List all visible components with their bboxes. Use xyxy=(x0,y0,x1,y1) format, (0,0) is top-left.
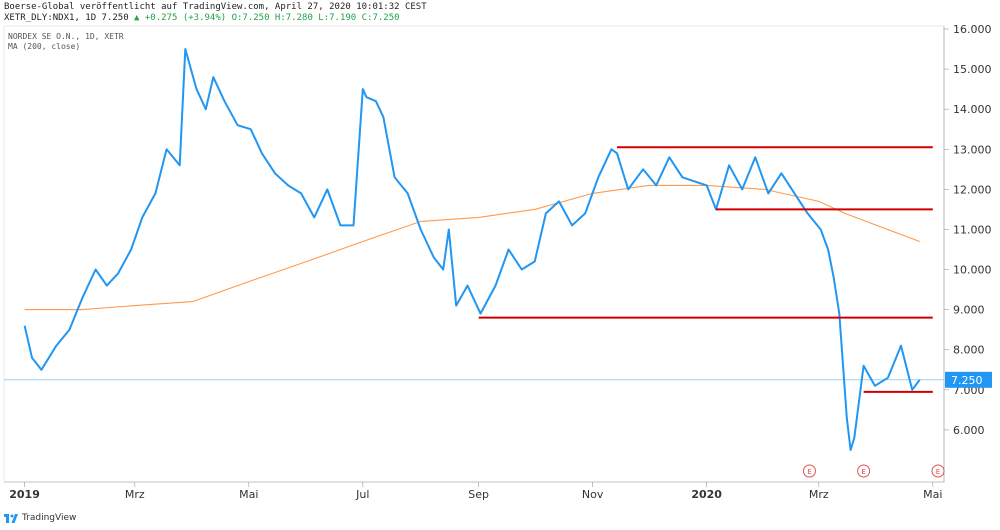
earnings-marker-label: E xyxy=(807,468,811,476)
x-axis-ticks: 2019 Mrz Mai Jul Sep Nov 2020 Mrz Mai xyxy=(9,482,942,501)
legend-series: NORDEX SE O.N., 1D, XETR xyxy=(8,32,124,41)
earnings-marker-label: E xyxy=(936,468,940,476)
x-tick-label: Nov xyxy=(582,488,604,501)
legend-ma: MA (200, close) xyxy=(8,42,80,51)
x-tick-label: Jul xyxy=(355,488,369,501)
y-tick-label: 14.000 xyxy=(953,103,992,116)
earnings-marker xyxy=(857,464,871,478)
symbol-ohlc: ▲ +0.275 (+3.94%) O:7.250 H:7.280 L:7.19… xyxy=(134,13,400,23)
last-price-badge xyxy=(945,371,992,388)
x-tick-label: Mai xyxy=(923,488,942,501)
y-tick-label: 12.000 xyxy=(953,183,992,196)
ma-series xyxy=(24,184,920,311)
footer-brand: TradingView xyxy=(22,513,77,523)
plot-area xyxy=(3,25,945,483)
tradingview-logo-icon xyxy=(4,513,18,523)
x-tick-label: 2019 xyxy=(9,488,40,501)
y-tick-label: 6.000 xyxy=(953,424,985,437)
ma-line xyxy=(24,184,920,311)
publish-info: Boerse-Global veröffentlicht auf Trading… xyxy=(4,2,427,12)
last-price-value: 7.250 xyxy=(951,374,983,387)
y-tick-label: 13.000 xyxy=(953,143,992,156)
x-tick-label: Mrz xyxy=(809,488,829,501)
earnings-marker xyxy=(931,464,945,478)
y-tick-label: 15.000 xyxy=(953,63,992,76)
earnings-marker-label: E xyxy=(861,468,865,476)
y-axis-ticks: 6.0007.0008.0009.00010.00011.00012.00013… xyxy=(944,23,992,437)
resistance-lines xyxy=(478,146,933,393)
price-chart[interactable]: NORDEX SE O.N., 1D, XETR MA (200, close)… xyxy=(0,0,1000,510)
earnings-marker xyxy=(802,464,816,478)
symbol-info: XETR_DLY:NDX1, 1D 7.250 ▲ +0.275 (+3.94%… xyxy=(4,13,400,23)
y-tick-label: 10.000 xyxy=(953,264,992,277)
y-tick-label: 16.000 xyxy=(953,23,992,36)
x-tick-label: Mrz xyxy=(125,488,145,501)
x-tick-label: Sep xyxy=(468,488,489,501)
tradingview-footer: TradingView xyxy=(4,513,76,523)
y-tick-label: 9.000 xyxy=(953,304,985,317)
x-tick-label: 2020 xyxy=(691,488,722,501)
last-price-label: 7.250 xyxy=(945,371,992,388)
y-tick-label: 11.000 xyxy=(953,223,992,236)
x-tick-label: Mai xyxy=(239,488,258,501)
symbol-name: XETR_DLY:NDX1, 1D 7.250 xyxy=(4,13,129,23)
y-tick-label: 8.000 xyxy=(953,344,985,357)
